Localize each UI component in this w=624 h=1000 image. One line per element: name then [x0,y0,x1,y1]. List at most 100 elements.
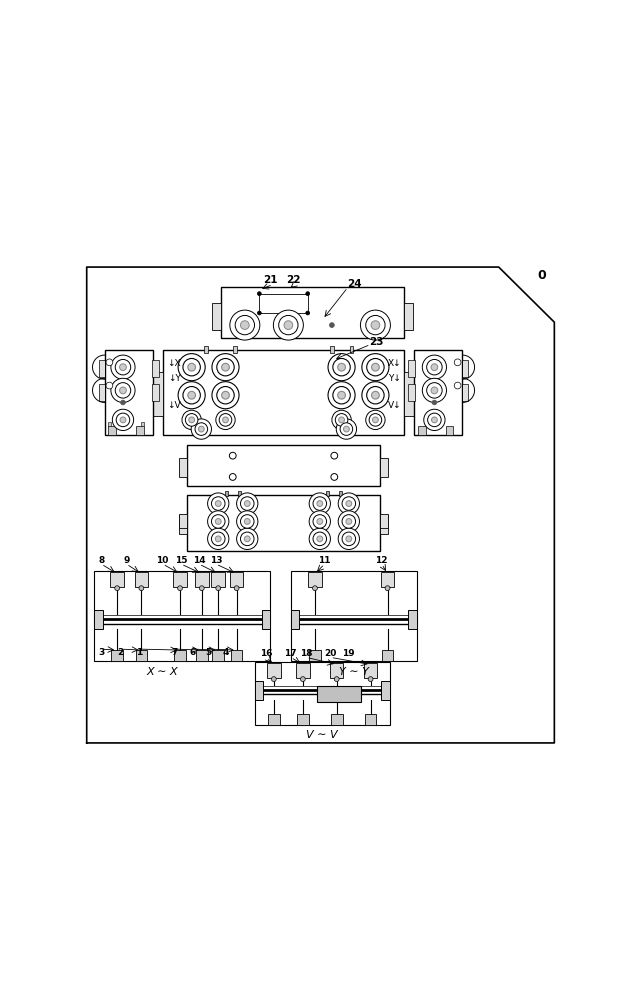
Circle shape [106,382,113,389]
Bar [291,571,417,661]
Bar [195,572,208,587]
Circle shape [216,410,235,430]
Bar [408,360,414,377]
Circle shape [116,413,130,427]
Bar [178,514,187,528]
Circle shape [236,511,258,532]
Circle shape [212,515,225,528]
Circle shape [432,400,437,405]
Circle shape [217,358,234,376]
Circle shape [178,586,182,591]
Circle shape [236,528,258,549]
Bar [318,686,361,702]
Text: 13: 13 [210,556,222,565]
Circle shape [112,409,134,431]
Circle shape [313,532,326,546]
Circle shape [178,354,205,381]
Circle shape [212,382,239,409]
Circle shape [223,417,228,423]
Text: X↓: X↓ [388,359,401,368]
Bar [291,610,300,629]
Circle shape [235,315,255,335]
Text: 11: 11 [318,556,331,565]
Circle shape [217,387,234,404]
Text: 12: 12 [376,556,388,565]
Text: 21: 21 [263,275,278,285]
Text: ↓V: ↓V [167,401,181,410]
Circle shape [191,419,212,439]
Text: 3: 3 [98,648,104,657]
Bar [260,294,308,313]
Circle shape [362,382,389,409]
Bar [94,610,103,629]
Circle shape [336,419,356,439]
Circle shape [215,501,221,506]
Bar [152,384,158,401]
Bar [187,445,380,486]
Bar [380,515,389,534]
Text: 20: 20 [324,649,336,658]
Bar [135,572,148,587]
Circle shape [230,474,236,480]
Bar [142,422,144,426]
Bar [331,714,343,725]
Circle shape [366,315,385,335]
Circle shape [222,391,230,399]
Bar [109,426,116,435]
Circle shape [338,363,346,371]
Text: 1: 1 [136,648,142,657]
Text: 18: 18 [300,649,313,658]
Bar [381,681,390,700]
Circle shape [139,586,144,591]
Circle shape [313,586,318,591]
Circle shape [332,410,351,430]
Text: 17: 17 [285,649,297,658]
Circle shape [230,310,260,340]
Circle shape [115,359,130,375]
Circle shape [208,511,229,532]
Circle shape [328,354,355,381]
Circle shape [215,536,221,542]
Bar [94,571,270,661]
Bar [255,662,390,725]
Bar [268,714,280,725]
Circle shape [284,321,293,329]
Circle shape [317,519,323,524]
Circle shape [432,417,437,423]
Bar [462,384,468,401]
Bar [446,426,453,435]
Text: 9: 9 [123,556,130,565]
Bar [309,650,321,661]
Text: 5: 5 [205,648,212,657]
Bar [296,663,310,678]
Bar [196,650,208,661]
Bar [205,346,208,353]
Bar [212,303,221,330]
Text: 15: 15 [175,556,187,565]
Bar [105,350,153,435]
Circle shape [367,387,384,404]
Circle shape [178,382,205,409]
Circle shape [306,292,310,296]
Text: 6: 6 [190,648,196,657]
Bar [380,458,389,477]
Circle shape [385,586,390,591]
Circle shape [313,515,326,528]
Circle shape [301,677,305,682]
Bar [262,610,270,629]
Circle shape [198,426,204,432]
Text: 0: 0 [537,269,545,282]
Circle shape [279,315,298,335]
Bar [221,287,404,338]
Bar [349,346,353,353]
Bar [267,663,281,678]
Circle shape [258,292,261,296]
Circle shape [367,358,384,376]
Circle shape [215,519,221,524]
Circle shape [366,410,385,430]
Circle shape [111,355,135,379]
Circle shape [183,358,200,376]
Circle shape [361,310,391,340]
Circle shape [339,417,344,423]
Bar [308,572,322,587]
